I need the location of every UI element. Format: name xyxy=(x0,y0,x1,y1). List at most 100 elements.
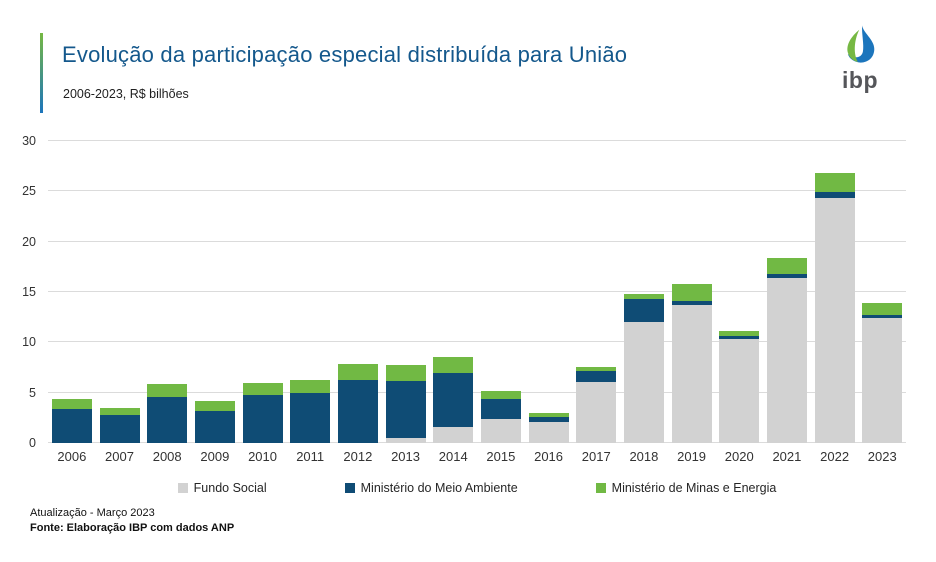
x-label-2008: 2008 xyxy=(152,449,182,464)
segment-2016-minist-rio-do-meio-ambiente xyxy=(528,416,569,422)
gridline-10 xyxy=(48,341,906,343)
y-tick-0: 0 xyxy=(29,436,36,450)
segment-2016-fundo-social xyxy=(528,421,569,443)
bar-2022 xyxy=(814,172,855,443)
legend-item-minas-energia: Ministério de Minas e Energia xyxy=(595,481,776,495)
segment-2011-minist-rio-do-meio-ambiente xyxy=(290,392,331,443)
segment-2014-minist-rio-de-minas-e-energia xyxy=(433,357,474,373)
segment-2012-minist-rio-de-minas-e-energia xyxy=(337,363,378,380)
segment-2016-minist-rio-de-minas-e-energia xyxy=(528,413,569,417)
segment-2019-fundo-social xyxy=(671,305,712,443)
segment-2023-minist-rio-de-minas-e-energia xyxy=(862,303,903,316)
segment-2017-fundo-social xyxy=(576,382,617,443)
bar-slot-2009 xyxy=(191,141,239,443)
x-label-2020: 2020 xyxy=(724,449,754,464)
bar-2021 xyxy=(766,257,807,443)
bar-2011 xyxy=(290,379,331,443)
segment-2017-minist-rio-de-minas-e-energia xyxy=(576,366,617,372)
y-axis: 0 5 10 15 20 25 30 xyxy=(6,134,44,450)
y-tick-20: 20 xyxy=(22,234,36,249)
bar-2012 xyxy=(337,363,378,443)
x-label-2015: 2015 xyxy=(486,449,516,464)
bar-2007 xyxy=(99,407,140,443)
bar-slot-2023 xyxy=(858,141,906,443)
bar-slot-2011 xyxy=(286,141,334,443)
segment-2021-fundo-social xyxy=(766,277,807,443)
segment-2012-minist-rio-do-meio-ambiente xyxy=(337,379,378,443)
bar-slot-2015 xyxy=(477,141,525,443)
x-label-2010: 2010 xyxy=(248,449,277,464)
title-accent-bar xyxy=(40,33,43,113)
plot-area xyxy=(48,140,906,443)
x-label-2006: 2006 xyxy=(57,449,87,464)
ibp-logo: ibp xyxy=(828,24,892,94)
bar-slot-2022 xyxy=(811,141,859,443)
y-tick-5: 5 xyxy=(29,385,36,400)
bar-2010 xyxy=(242,383,283,443)
y-tick-30: 30 xyxy=(22,134,36,148)
bar-2013 xyxy=(385,364,426,443)
segment-2019-minist-rio-de-minas-e-energia xyxy=(671,283,712,301)
x-label-2019: 2019 xyxy=(677,449,707,464)
legend-item-meio-ambiente: Ministério do Meio Ambiente xyxy=(344,481,518,495)
x-label-2023: 2023 xyxy=(867,449,897,464)
bar-slot-2021 xyxy=(763,141,811,443)
source-note: Fonte: Elaboração IBP com dados ANP xyxy=(30,522,235,534)
segment-2006-minist-rio-de-minas-e-energia xyxy=(51,398,92,409)
x-label-2021: 2021 xyxy=(772,449,802,464)
gridline-25 xyxy=(48,190,906,192)
segment-2017-minist-rio-do-meio-ambiente xyxy=(576,371,617,383)
legend-item-fundo-social: Fundo Social xyxy=(177,481,267,495)
bar-slot-2019 xyxy=(668,141,716,443)
segment-2020-minist-rio-de-minas-e-energia xyxy=(719,331,760,337)
segment-2014-minist-rio-do-meio-ambiente xyxy=(433,372,474,427)
segment-2022-minist-rio-de-minas-e-energia xyxy=(814,172,855,192)
bar-slot-2018 xyxy=(620,141,668,443)
bar-slot-2010 xyxy=(239,141,287,443)
segment-2015-fundo-social xyxy=(480,418,521,443)
segment-2018-minist-rio-do-meio-ambiente xyxy=(623,298,664,323)
bar-2015 xyxy=(480,390,521,443)
y-tick-15: 15 xyxy=(22,285,36,299)
segment-2020-fundo-social xyxy=(719,339,760,443)
ibp-drop-icon xyxy=(847,25,875,63)
legend: Fundo Social Ministério do Meio Ambiente… xyxy=(48,481,906,495)
x-label-2011: 2011 xyxy=(296,449,325,464)
footer: Atualização - Março 2023 Fonte: Elaboraç… xyxy=(30,506,234,536)
bar-2006 xyxy=(51,398,92,443)
segment-2021-minist-rio-de-minas-e-energia xyxy=(766,257,807,274)
gridline-20 xyxy=(48,240,906,242)
bar-slot-2014 xyxy=(429,141,477,443)
x-label-2009: 2009 xyxy=(200,449,230,464)
bar-2009 xyxy=(194,400,235,443)
bar-slot-2017 xyxy=(572,141,620,443)
segment-2013-minist-rio-do-meio-ambiente xyxy=(385,380,426,438)
legend-label: Fundo Social xyxy=(193,481,267,495)
x-label-2012: 2012 xyxy=(343,449,373,464)
bar-2016 xyxy=(528,413,569,443)
meio-ambiente-swatch-icon xyxy=(344,483,355,493)
bar-slot-2008 xyxy=(143,141,191,443)
segment-2007-minist-rio-do-meio-ambiente xyxy=(99,414,140,443)
x-label-2017: 2017 xyxy=(581,449,611,464)
segment-2020-minist-rio-do-meio-ambiente xyxy=(719,336,760,340)
x-label-2018: 2018 xyxy=(629,449,659,464)
segment-2022-fundo-social xyxy=(814,197,855,443)
ibp-logo-text: ibp xyxy=(842,67,878,93)
segment-2015-minist-rio-do-meio-ambiente xyxy=(480,398,521,419)
segment-2011-minist-rio-de-minas-e-energia xyxy=(290,379,331,393)
segment-2008-minist-rio-de-minas-e-energia xyxy=(147,384,188,397)
x-label-2013: 2013 xyxy=(391,449,420,464)
bar-slot-2020 xyxy=(715,141,763,443)
x-label-2016: 2016 xyxy=(534,449,564,464)
segment-2006-minist-rio-do-meio-ambiente xyxy=(51,408,92,443)
x-label-2014: 2014 xyxy=(438,449,468,464)
bar-2018 xyxy=(623,293,664,443)
segment-2023-minist-rio-do-meio-ambiente xyxy=(862,315,903,319)
bar-2014 xyxy=(433,357,474,443)
segment-2013-minist-rio-de-minas-e-energia xyxy=(385,364,426,381)
y-tick-10: 10 xyxy=(22,335,36,350)
bar-2019 xyxy=(671,283,712,443)
segment-2009-minist-rio-de-minas-e-energia xyxy=(194,400,235,411)
